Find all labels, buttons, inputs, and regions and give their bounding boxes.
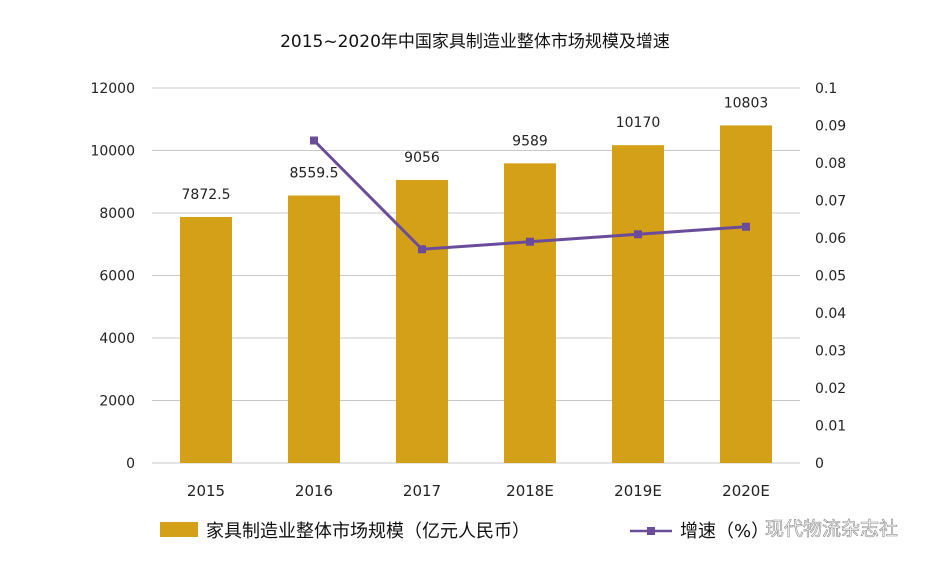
left-tick-label: 10000 [90, 144, 135, 160]
x-tick-label: 2020E [722, 482, 770, 500]
data-label: 10170 [616, 115, 661, 131]
left-tick-label: 8000 [99, 206, 135, 222]
data-label: 8559.5 [290, 166, 339, 182]
bars [180, 125, 772, 463]
right-tick-label: 0.01 [815, 419, 846, 435]
legend-label-line: 增速（%） [680, 521, 769, 542]
x-axis: 2015 2016 2017 2018E 2019E 2020E [187, 482, 770, 500]
growth-line [310, 136, 750, 254]
right-axis: 0 0.01 0.02 0.03 0.04 0.05 0.06 0.07 0.08 0.09 0.1 [815, 81, 846, 472]
growth-point [634, 230, 642, 239]
right-tick-label: 0.08 [815, 156, 846, 172]
x-tick-label: 2016 [295, 482, 333, 500]
data-label: 9589 [512, 133, 548, 149]
right-tick-label: 0.06 [815, 231, 846, 247]
left-tick-label: 12000 [90, 81, 135, 97]
x-tick-label: 2019E [614, 482, 662, 500]
x-tick-label: 2018E [506, 482, 554, 500]
right-tick-label: 0.05 [815, 269, 846, 285]
data-labels: 7872.5 8559.5 9056 9589 10170 10803 [182, 95, 769, 203]
legend-label-bar: 家具制造业整体市场规模（亿元人民币） [206, 521, 530, 542]
right-tick-label: 0.07 [815, 194, 846, 210]
data-label: 9056 [404, 150, 440, 166]
bar [720, 125, 772, 463]
right-tick-label: 0.09 [815, 119, 846, 135]
bar [504, 163, 556, 463]
x-tick-label: 2017 [403, 482, 441, 500]
left-tick-label: 2000 [99, 394, 135, 410]
legend: 家具制造业整体市场规模（亿元人民币） 增速（%） [160, 521, 769, 542]
bar [612, 145, 664, 463]
left-tick-label: 6000 [99, 269, 135, 285]
growth-point [418, 245, 426, 254]
growth-point [310, 136, 318, 145]
right-tick-label: 0.04 [815, 306, 846, 322]
bar [180, 216, 232, 463]
left-axis: 0 2000 4000 6000 8000 10000 12000 [90, 81, 135, 472]
right-tick-label: 0.02 [815, 381, 846, 397]
legend-swatch-bar [160, 522, 198, 537]
bar [288, 195, 340, 463]
legend-swatch-marker [647, 527, 655, 535]
data-label: 10803 [724, 95, 769, 111]
data-label: 7872.5 [182, 187, 231, 203]
left-tick-label: 0 [126, 456, 135, 472]
bar [396, 180, 448, 463]
gridlines [152, 87, 800, 464]
watermark: 现代物流杂志社 [765, 518, 898, 540]
right-tick-label: 0.1 [815, 81, 837, 97]
left-tick-label: 4000 [99, 331, 135, 347]
right-tick-label: 0 [815, 456, 824, 472]
chart-title: 2015~2020年中国家具制造业整体市场规模及增速 [280, 32, 670, 52]
growth-point [526, 237, 534, 246]
x-tick-label: 2015 [187, 482, 225, 500]
growth-point [742, 222, 750, 231]
right-tick-label: 0.03 [815, 344, 846, 360]
